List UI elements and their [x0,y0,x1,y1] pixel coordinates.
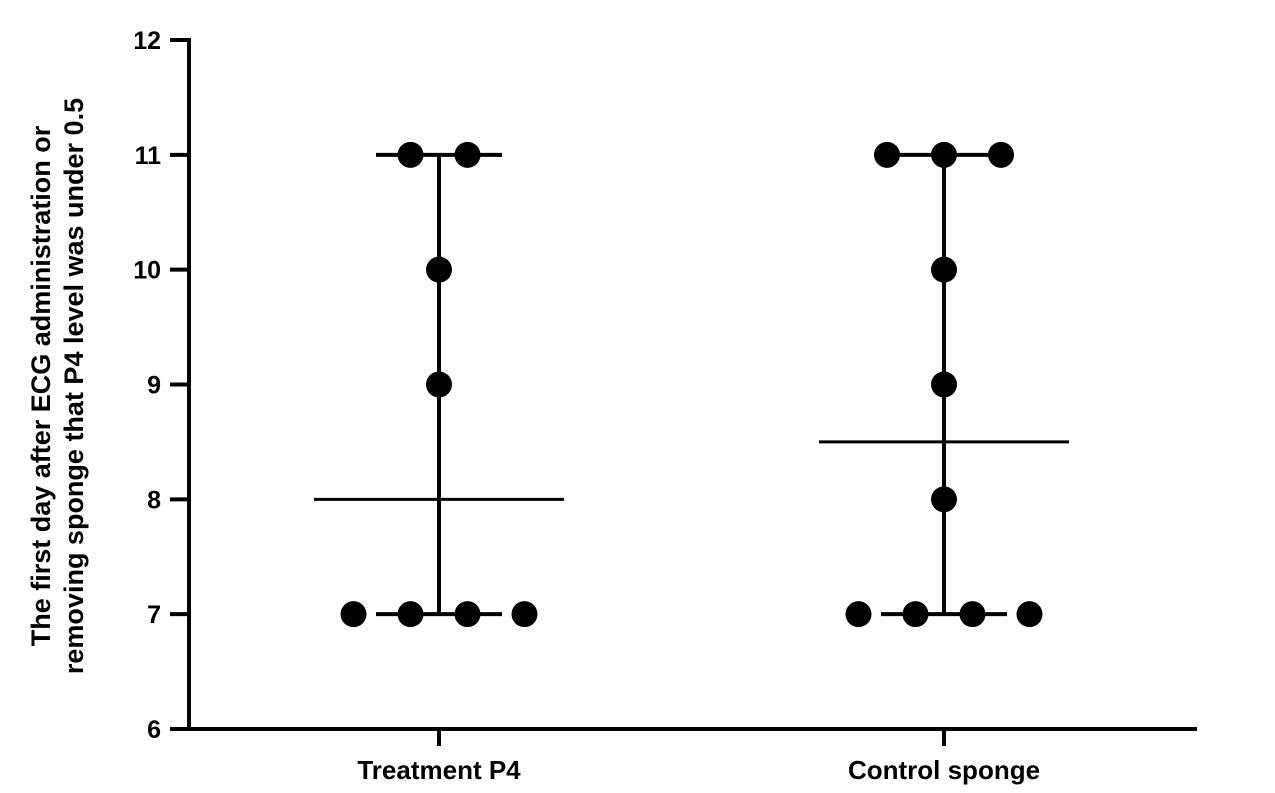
y-tick-label: 7 [147,601,161,629]
data-point [397,601,424,628]
data-point [340,601,367,628]
y-tick-label: 9 [147,372,161,400]
y-tick-label: 11 [135,142,162,170]
x-tick-label: Control sponge [848,755,1040,785]
data-point [511,601,538,628]
group-0 [314,141,564,628]
data-point [931,256,957,283]
group-1 [819,141,1069,628]
data-point [1016,601,1043,628]
data-point [959,601,986,628]
data-point [397,141,424,168]
data-point [845,601,872,628]
y-tick-label: 10 [133,257,161,285]
data-point [454,601,481,628]
data-point [988,141,1014,168]
data-point [931,486,957,513]
x-tick-label: Treatment P4 [357,755,521,785]
y-tick-label: 6 [147,716,161,744]
data-point [931,141,957,168]
data-point [874,141,900,168]
data-point [426,371,452,398]
data-point [902,601,929,628]
data-point [426,256,452,283]
data-point [454,141,481,168]
data-point [931,371,957,398]
y-tick-label: 12 [133,27,161,55]
y-tick-label: 8 [147,486,161,514]
